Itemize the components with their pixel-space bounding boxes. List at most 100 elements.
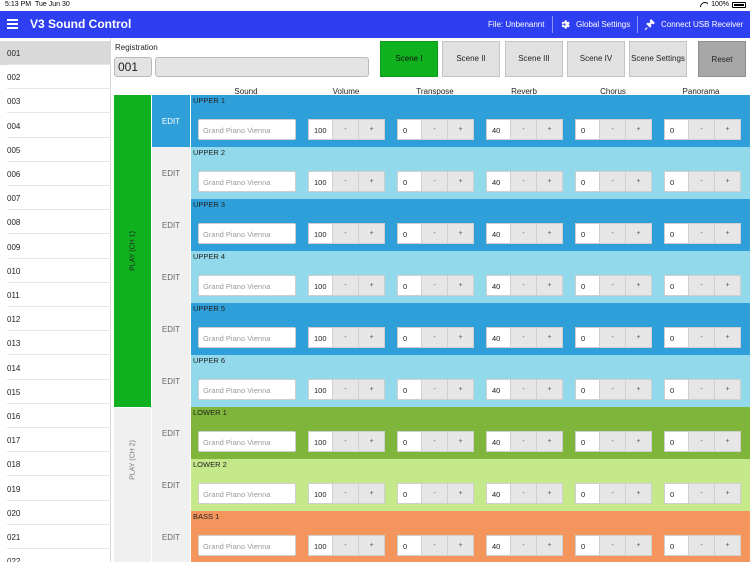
volume-value[interactable]: 100: [308, 327, 333, 348]
reverb-plus-button[interactable]: +: [537, 223, 563, 244]
chorus-minus-button[interactable]: -: [600, 223, 626, 244]
reverb-minus-button[interactable]: -: [511, 327, 537, 348]
chorus-value[interactable]: 0: [575, 171, 600, 192]
chorus-minus-button[interactable]: -: [600, 275, 626, 296]
chorus-minus-button[interactable]: -: [600, 483, 626, 504]
chorus-plus-button[interactable]: +: [626, 275, 652, 296]
panorama-value[interactable]: 0: [664, 327, 689, 348]
volume-minus-button[interactable]: -: [333, 119, 359, 140]
sidebar-item-003[interactable]: 003: [0, 89, 111, 114]
volume-plus-button[interactable]: +: [359, 483, 385, 504]
transpose-minus-button[interactable]: -: [422, 275, 448, 296]
chorus-value[interactable]: 0: [575, 483, 600, 504]
transpose-minus-button[interactable]: -: [422, 327, 448, 348]
panorama-plus-button[interactable]: +: [715, 379, 741, 400]
volume-plus-button[interactable]: +: [359, 119, 385, 140]
chorus-minus-button[interactable]: -: [600, 119, 626, 140]
reverb-value[interactable]: 40: [486, 379, 511, 400]
chorus-value[interactable]: 0: [575, 379, 600, 400]
channel-block-2[interactable]: PLAY (CH 2): [114, 408, 151, 512]
panorama-minus-button[interactable]: -: [689, 275, 715, 296]
transpose-plus-button[interactable]: +: [448, 171, 474, 192]
chorus-minus-button[interactable]: -: [600, 171, 626, 192]
panorama-value[interactable]: 0: [664, 119, 689, 140]
scene-button-4[interactable]: Scene IV: [567, 41, 625, 77]
volume-minus-button[interactable]: -: [333, 223, 359, 244]
chorus-value[interactable]: 0: [575, 327, 600, 348]
reverb-plus-button[interactable]: +: [537, 431, 563, 452]
chorus-plus-button[interactable]: +: [626, 171, 652, 192]
volume-plus-button[interactable]: +: [359, 327, 385, 348]
volume-plus-button[interactable]: +: [359, 223, 385, 244]
scene-button-1[interactable]: Scene I: [380, 41, 438, 77]
registration-name-field[interactable]: [155, 57, 369, 77]
registration-number-field[interactable]: 001: [114, 57, 152, 77]
sidebar-item-007[interactable]: 007: [0, 186, 111, 211]
transpose-plus-button[interactable]: +: [448, 327, 474, 348]
panorama-minus-button[interactable]: -: [689, 171, 715, 192]
chorus-value[interactable]: 0: [575, 535, 600, 556]
channel-block-1[interactable]: PLAY (CH 1): [114, 95, 151, 407]
sound-field[interactable]: Grand Piano Vienna: [198, 275, 296, 296]
volume-plus-button[interactable]: +: [359, 379, 385, 400]
sidebar-item-013[interactable]: 013: [0, 331, 111, 356]
panorama-value[interactable]: 0: [664, 275, 689, 296]
sidebar-item-004[interactable]: 004: [0, 114, 111, 138]
panorama-value[interactable]: 0: [664, 171, 689, 192]
reverb-value[interactable]: 40: [486, 119, 511, 140]
transpose-value[interactable]: 0: [397, 327, 422, 348]
sound-field[interactable]: Grand Piano Vienna: [198, 379, 296, 400]
transpose-value[interactable]: 0: [397, 379, 422, 400]
reverb-value[interactable]: 40: [486, 223, 511, 244]
panorama-plus-button[interactable]: +: [715, 535, 741, 556]
sidebar-item-002[interactable]: 002: [0, 65, 111, 90]
reverb-plus-button[interactable]: +: [537, 171, 563, 192]
volume-value[interactable]: 100: [308, 431, 333, 452]
chorus-plus-button[interactable]: +: [626, 379, 652, 400]
edit-button-upper-3[interactable]: EDIT: [152, 199, 190, 251]
panorama-minus-button[interactable]: -: [689, 119, 715, 140]
scene-button-2[interactable]: Scene II: [442, 41, 500, 77]
connect-usb-button[interactable]: Connect USB Receiver: [661, 20, 744, 29]
transpose-minus-button[interactable]: -: [422, 535, 448, 556]
sidebar-item-017[interactable]: 017: [0, 428, 111, 453]
edit-button-bass-1[interactable]: EDIT: [152, 511, 190, 562]
transpose-value[interactable]: 0: [397, 171, 422, 192]
sidebar-item-020[interactable]: 020: [0, 501, 111, 525]
panorama-minus-button[interactable]: -: [689, 483, 715, 504]
volume-value[interactable]: 100: [308, 275, 333, 296]
panorama-value[interactable]: 0: [664, 379, 689, 400]
reverb-plus-button[interactable]: +: [537, 327, 563, 348]
transpose-plus-button[interactable]: +: [448, 223, 474, 244]
panorama-plus-button[interactable]: +: [715, 223, 741, 244]
volume-value[interactable]: 100: [308, 119, 333, 140]
sidebar-item-018[interactable]: 018: [0, 452, 111, 477]
volume-value[interactable]: 100: [308, 483, 333, 504]
channel-block-3[interactable]: [114, 512, 151, 562]
panorama-plus-button[interactable]: +: [715, 483, 741, 504]
sidebar-item-019[interactable]: 019: [0, 477, 111, 501]
transpose-minus-button[interactable]: -: [422, 431, 448, 452]
volume-value[interactable]: 100: [308, 223, 333, 244]
transpose-value[interactable]: 0: [397, 431, 422, 452]
usb-connect-icon[interactable]: [643, 18, 656, 31]
chorus-plus-button[interactable]: +: [626, 431, 652, 452]
sidebar-item-022[interactable]: 022: [0, 549, 111, 562]
transpose-plus-button[interactable]: +: [448, 431, 474, 452]
gear-icon[interactable]: [559, 19, 570, 30]
reverb-value[interactable]: 40: [486, 483, 511, 504]
reverb-plus-button[interactable]: +: [537, 483, 563, 504]
transpose-minus-button[interactable]: -: [422, 171, 448, 192]
volume-minus-button[interactable]: -: [333, 275, 359, 296]
sound-field[interactable]: Grand Piano Vienna: [198, 535, 296, 556]
reverb-minus-button[interactable]: -: [511, 431, 537, 452]
panorama-value[interactable]: 0: [664, 223, 689, 244]
sidebar-item-010[interactable]: 010: [0, 259, 111, 283]
global-settings-button[interactable]: Global Settings: [576, 20, 631, 29]
reverb-minus-button[interactable]: -: [511, 483, 537, 504]
sidebar-item-006[interactable]: 006: [0, 162, 111, 186]
panorama-minus-button[interactable]: -: [689, 223, 715, 244]
scene-button-5[interactable]: Scene Settings: [629, 41, 687, 77]
transpose-plus-button[interactable]: +: [448, 483, 474, 504]
transpose-plus-button[interactable]: +: [448, 379, 474, 400]
